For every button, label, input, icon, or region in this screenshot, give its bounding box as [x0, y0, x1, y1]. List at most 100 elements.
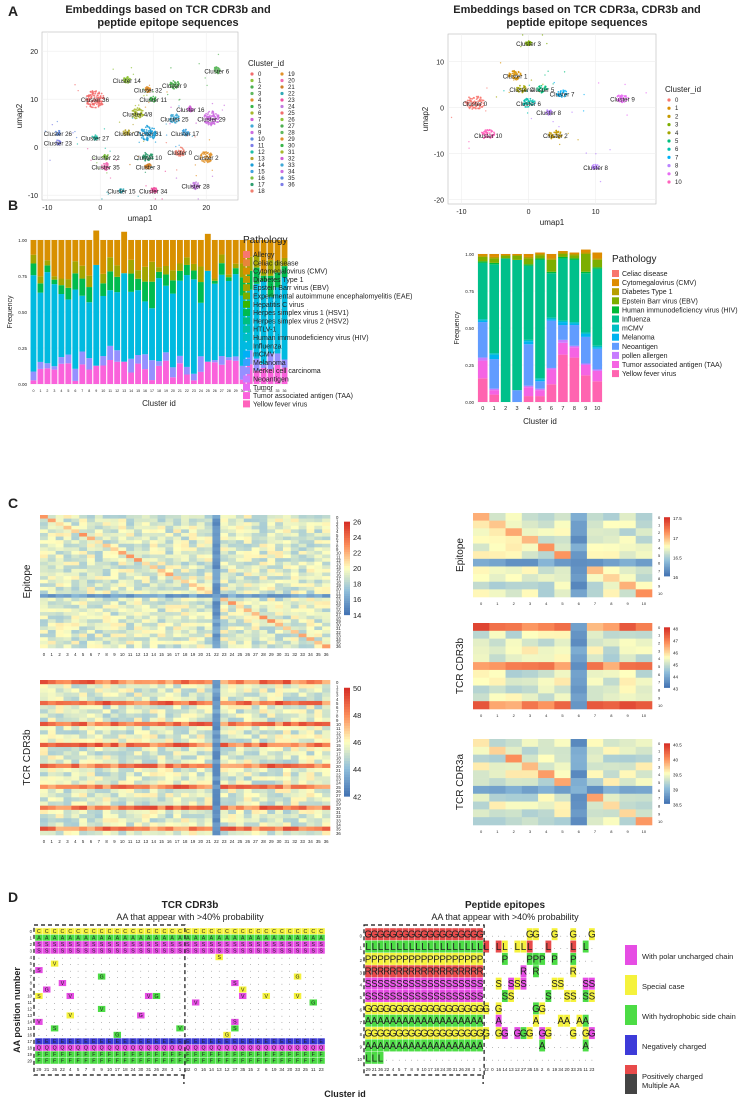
heatmap-cell — [181, 536, 190, 541]
heatmap-cell — [102, 747, 111, 752]
heatmap-cell — [173, 822, 182, 827]
heatmap-cell — [79, 776, 88, 781]
heatmap-cell — [149, 680, 158, 685]
heatmap-cell — [55, 721, 64, 727]
heatmap-cell — [63, 590, 72, 595]
heatmap-cell — [181, 700, 190, 706]
y-tick-label: 0.00 — [465, 400, 474, 405]
scatter-point — [218, 68, 221, 71]
heatmap-cell — [251, 751, 260, 756]
bar-segment — [592, 268, 603, 346]
x-tick-label: 26 — [245, 652, 250, 657]
heatmap-cell — [173, 705, 182, 710]
scatter-point — [624, 83, 626, 86]
heatmap-cell — [71, 684, 80, 689]
heatmap-cell — [220, 608, 229, 613]
bar-segment — [477, 254, 488, 256]
x-axis-label: Cluster id — [523, 417, 557, 426]
heatmap-cell — [110, 583, 119, 588]
heatmap-cell — [110, 822, 119, 827]
heatmap-cell — [94, 684, 104, 689]
heatmap-cell — [126, 826, 135, 832]
legend-label: Yellow fever virus — [253, 401, 308, 408]
bar-segment — [190, 380, 197, 384]
heatmap-cell — [267, 547, 276, 552]
heatmap-cell — [79, 594, 88, 598]
heatmap-cell — [282, 622, 292, 627]
heatmap-cell — [110, 726, 119, 731]
heatmap-cell — [220, 633, 229, 638]
heatmap-cell — [79, 793, 88, 798]
heatmap-cell — [188, 601, 198, 606]
heatmap-cell — [118, 547, 127, 552]
heatmap-cell — [290, 540, 299, 545]
heatmap-cell — [298, 630, 307, 634]
heatmap-cell — [63, 640, 72, 645]
heatmap-cell — [228, 640, 237, 645]
bar-segment — [535, 379, 545, 382]
heatmap-cell — [55, 590, 64, 595]
heatmap-cell — [63, 525, 72, 530]
scatter-point — [217, 117, 220, 119]
heatmap-cell — [306, 818, 315, 823]
heatmap-cell — [290, 809, 299, 815]
legend-label: 3 — [258, 92, 262, 98]
heatmap-cell — [55, 709, 64, 714]
heatmap-cell — [126, 515, 135, 519]
heatmap-cell — [165, 763, 174, 769]
heatmap-cell — [314, 818, 323, 823]
colorbar-step — [344, 570, 350, 574]
heatmap-cell — [267, 561, 276, 566]
heatmap-cell — [259, 692, 268, 698]
heatmap-cell — [290, 547, 299, 552]
legend-label: 35 — [288, 176, 295, 182]
colorbar-step — [344, 593, 350, 597]
heatmap-cell — [87, 576, 96, 581]
legend-swatch — [243, 284, 250, 292]
heatmap-cell — [290, 780, 299, 786]
heatmap-cell — [243, 576, 252, 581]
heatmap-cell — [267, 826, 276, 832]
cluster-label: Cluster 15 — [107, 188, 136, 195]
heatmap-cell — [173, 814, 182, 819]
heatmap-cell — [94, 784, 104, 790]
heatmap-cell — [79, 696, 88, 702]
heatmap-cell — [228, 784, 237, 790]
heatmap-cell — [149, 518, 158, 523]
heatmap-cell — [94, 767, 104, 773]
colorbar-step — [344, 549, 350, 553]
heatmap-ylabel: Epitope — [22, 564, 33, 598]
heatmap-cell — [243, 788, 252, 794]
scatter-point — [197, 119, 199, 121]
heatmap-cell — [290, 529, 299, 534]
bar-segment — [128, 273, 135, 292]
heatmap-cell — [251, 742, 260, 748]
heatmap-cell — [47, 700, 56, 706]
colorbar-step — [344, 575, 350, 578]
heatmap-cell — [126, 626, 135, 631]
scatter-point — [166, 93, 169, 96]
heatmap-cell — [157, 692, 166, 698]
heatmap-cell — [290, 818, 299, 823]
heatmap-cell — [251, 801, 260, 806]
bar-segment — [558, 258, 568, 321]
scatter-point — [484, 130, 486, 133]
heatmap-cell — [87, 529, 96, 534]
heatmap-cell — [282, 572, 292, 577]
heatmap-cell — [102, 814, 111, 819]
heatmap-cell — [134, 547, 143, 552]
heatmap-cell — [165, 597, 174, 602]
heatmap-cell — [149, 826, 158, 832]
heatmap-cell — [118, 797, 127, 802]
heatmap-cell — [235, 696, 245, 702]
heatmap-cell — [79, 640, 88, 645]
heatmap-cell — [290, 784, 299, 790]
heatmap-cell — [188, 608, 198, 613]
heatmap-cell — [79, 540, 88, 545]
x-tick-label: -10 — [456, 209, 466, 216]
heatmap-cell — [259, 515, 268, 519]
heatmap-cell — [275, 696, 284, 702]
heatmap-cell — [290, 684, 299, 689]
heatmap-cell — [259, 738, 268, 744]
heatmap-cell — [235, 680, 245, 685]
